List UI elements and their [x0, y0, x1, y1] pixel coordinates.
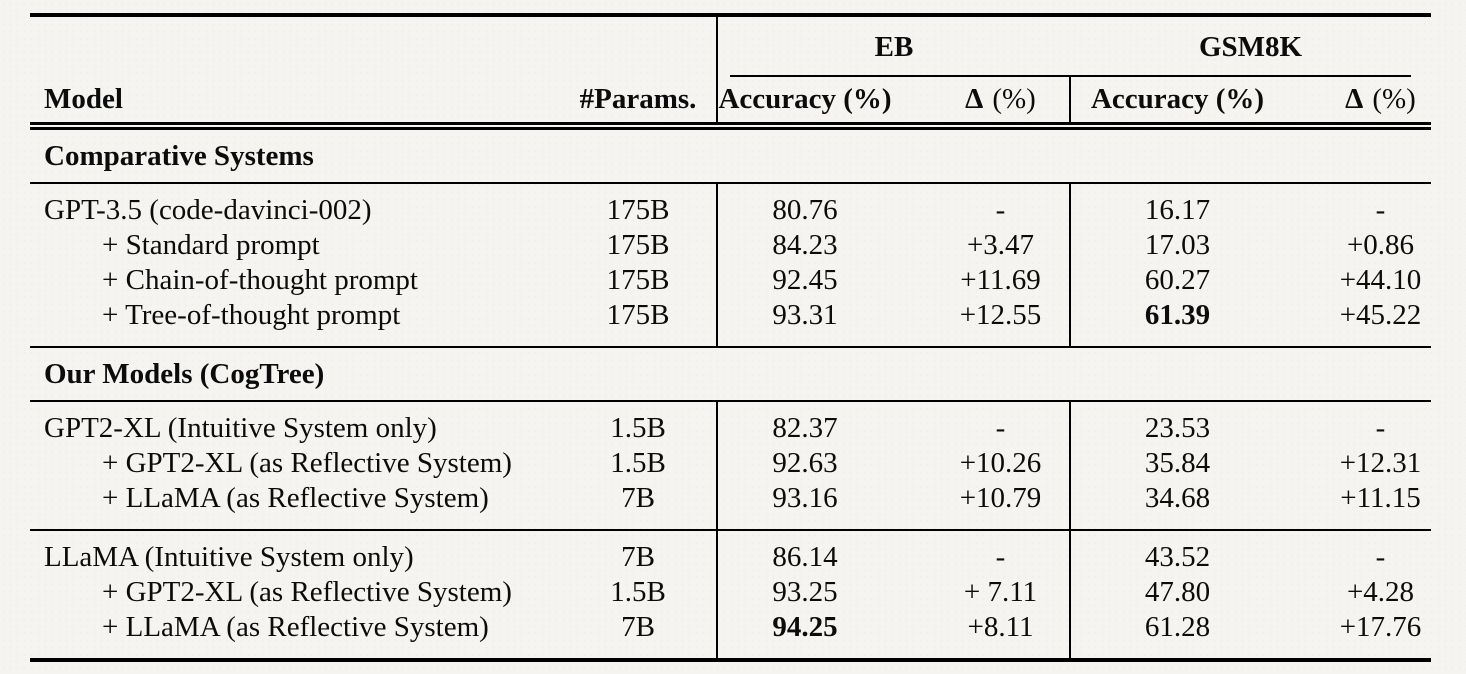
cell-eb-accuracy: 80.76 — [716, 183, 892, 228]
cell-eb-delta: - — [995, 412, 1006, 444]
cell-params: 175B — [606, 299, 670, 331]
cell-model: + LLaMA (as Reflective System) — [102, 611, 489, 643]
cogtree-llama-rows: LLaMA (Intuitive System only) 7B 86.14 -… — [30, 530, 1431, 660]
cell-eb-accuracy: 92.45 — [716, 263, 892, 298]
column-header-row: Model #Params. Accuracy (%) Δ (%) Accurac… — [30, 77, 1431, 130]
delta-symbol: Δ — [965, 83, 984, 115]
cogtree-gpt2xl-rows: GPT2-XL (Intuitive System only) 1.5B 82.… — [30, 401, 1431, 530]
cell-gsm8k-accuracy: 43.52 — [1069, 530, 1270, 575]
cell-params: 7B — [621, 611, 655, 643]
cell-gsm8k-accuracy: 23.53 — [1069, 401, 1270, 446]
cell-gsm8k-accuracy: 61.39 — [1069, 298, 1270, 347]
column-header-model: Model — [30, 77, 560, 130]
cell-model: + LLaMA (as Reflective System) — [102, 482, 489, 514]
group-header-blank — [30, 15, 717, 77]
cell-model: + Standard prompt — [102, 229, 320, 261]
table-row: GPT2-XL (Intuitive System only) 1.5B 82.… — [30, 401, 1431, 446]
section-title: Comparative Systems — [44, 139, 314, 172]
cell-gsm8k-delta: +44.10 — [1339, 264, 1422, 296]
table-row: GPT-3.5 (code-davinci-002) 175B 80.76 - … — [30, 183, 1431, 228]
group-header-row: EB GSM8K — [30, 15, 1431, 77]
section-header-row: Our Models (CogTree) — [30, 347, 1431, 401]
cell-gsm8k-accuracy: 35.84 — [1069, 446, 1270, 481]
cell-eb-delta: +11.69 — [960, 264, 1041, 296]
column-header-gsm8k-accuracy: Accuracy (%) — [1069, 77, 1270, 130]
cell-eb-delta: +12.55 — [959, 299, 1042, 331]
column-header-eb-delta: Δ (%) — [892, 77, 1070, 130]
cell-params: 7B — [621, 482, 655, 514]
table-header: EB GSM8K Model #Params. Accuracy (%) Δ (%… — [30, 15, 1431, 130]
results-table: EB GSM8K Model #Params. Accuracy (%) Δ (%… — [30, 13, 1431, 662]
cell-eb-accuracy: 82.37 — [716, 401, 892, 446]
cell-gsm8k-accuracy: 34.68 — [1069, 481, 1270, 530]
column-header-params: #Params. — [560, 77, 717, 130]
table-row: + Standard prompt 175B 84.23 +3.47 17.03… — [30, 228, 1431, 263]
cell-gsm8k-delta: +11.15 — [1340, 482, 1421, 514]
cell-model: + GPT2-XL (as Reflective System) — [102, 576, 512, 608]
cell-eb-accuracy: 92.63 — [716, 446, 892, 481]
cell-gsm8k-delta: +17.76 — [1339, 611, 1422, 643]
cell-gsm8k-accuracy: 17.03 — [1069, 228, 1270, 263]
cell-model: GPT2-XL (Intuitive System only) — [44, 412, 437, 444]
cell-gsm8k-delta: +12.31 — [1339, 447, 1422, 479]
section-title: Our Models (CogTree) — [44, 357, 325, 390]
cell-eb-delta: +10.26 — [959, 447, 1042, 479]
cell-model: + Chain-of-thought prompt — [102, 264, 418, 296]
cell-model: LLaMA (Intuitive System only) — [44, 541, 414, 573]
delta-unit: (%) — [1372, 83, 1416, 115]
table-row: + LLaMA (as Reflective System) 7B 94.25 … — [30, 610, 1431, 660]
table-row: LLaMA (Intuitive System only) 7B 86.14 -… — [30, 530, 1431, 575]
cell-eb-accuracy: 93.31 — [716, 298, 892, 347]
cell-params: 1.5B — [610, 412, 666, 444]
cell-gsm8k-delta: - — [1375, 194, 1386, 226]
cell-eb-delta: +8.11 — [967, 611, 1034, 643]
table-row: + GPT2-XL (as Reflective System) 1.5B 92… — [30, 446, 1431, 481]
cell-eb-accuracy: 93.25 — [716, 575, 892, 610]
cell-eb-delta: + 7.11 — [963, 576, 1038, 608]
table-row: + GPT2-XL (as Reflective System) 1.5B 93… — [30, 575, 1431, 610]
cell-gsm8k-accuracy: 61.28 — [1069, 610, 1270, 660]
cell-model: + Tree-of-thought prompt — [102, 299, 401, 331]
table-row: + Chain-of-thought prompt 175B 92.45 +11… — [30, 263, 1431, 298]
column-header-gsm8k-delta: Δ (%) — [1270, 77, 1431, 130]
cell-gsm8k-accuracy: 47.80 — [1069, 575, 1270, 610]
cell-eb-delta: - — [995, 194, 1006, 226]
cell-gsm8k-delta: - — [1375, 412, 1386, 444]
section-our-models: Our Models (CogTree) — [30, 347, 1431, 401]
cell-params: 1.5B — [610, 576, 666, 608]
section-comparative-systems: Comparative Systems — [30, 126, 1431, 183]
table-row: + LLaMA (as Reflective System) 7B 93.16 … — [30, 481, 1431, 530]
cell-params: 175B — [606, 229, 670, 261]
cell-eb-delta: +3.47 — [966, 229, 1035, 261]
cell-gsm8k-delta: +45.22 — [1339, 299, 1422, 331]
cell-gsm8k-accuracy: 60.27 — [1069, 263, 1270, 298]
column-group-gsm8k: GSM8K — [1070, 15, 1431, 77]
cell-eb-accuracy: 93.16 — [716, 481, 892, 530]
column-group-eb: EB — [716, 15, 1071, 77]
cell-eb-delta: - — [995, 541, 1006, 573]
cell-gsm8k-delta: +0.86 — [1346, 229, 1415, 261]
cell-eb-accuracy: 86.14 — [716, 530, 892, 575]
delta-symbol: Δ — [1345, 83, 1364, 115]
cell-params: 175B — [606, 264, 670, 296]
cell-eb-accuracy: 94.25 — [716, 610, 892, 660]
cell-model: GPT-3.5 (code-davinci-002) — [44, 194, 372, 226]
cell-gsm8k-accuracy: 16.17 — [1069, 183, 1270, 228]
comparative-systems-rows: GPT-3.5 (code-davinci-002) 175B 80.76 - … — [30, 183, 1431, 347]
cell-params: 7B — [621, 541, 655, 573]
cell-eb-accuracy: 84.23 — [716, 228, 892, 263]
cell-eb-delta: +10.79 — [959, 482, 1042, 514]
cell-model: + GPT2-XL (as Reflective System) — [102, 447, 512, 479]
cell-gsm8k-delta: - — [1375, 541, 1386, 573]
cell-params: 175B — [606, 194, 670, 226]
section-header-row: Comparative Systems — [30, 126, 1431, 183]
column-header-eb-accuracy: Accuracy (%) — [716, 77, 892, 130]
delta-unit: (%) — [992, 83, 1036, 115]
cell-params: 1.5B — [610, 447, 666, 479]
cell-gsm8k-delta: +4.28 — [1346, 576, 1415, 608]
table-row: + Tree-of-thought prompt 175B 93.31 +12.… — [30, 298, 1431, 347]
